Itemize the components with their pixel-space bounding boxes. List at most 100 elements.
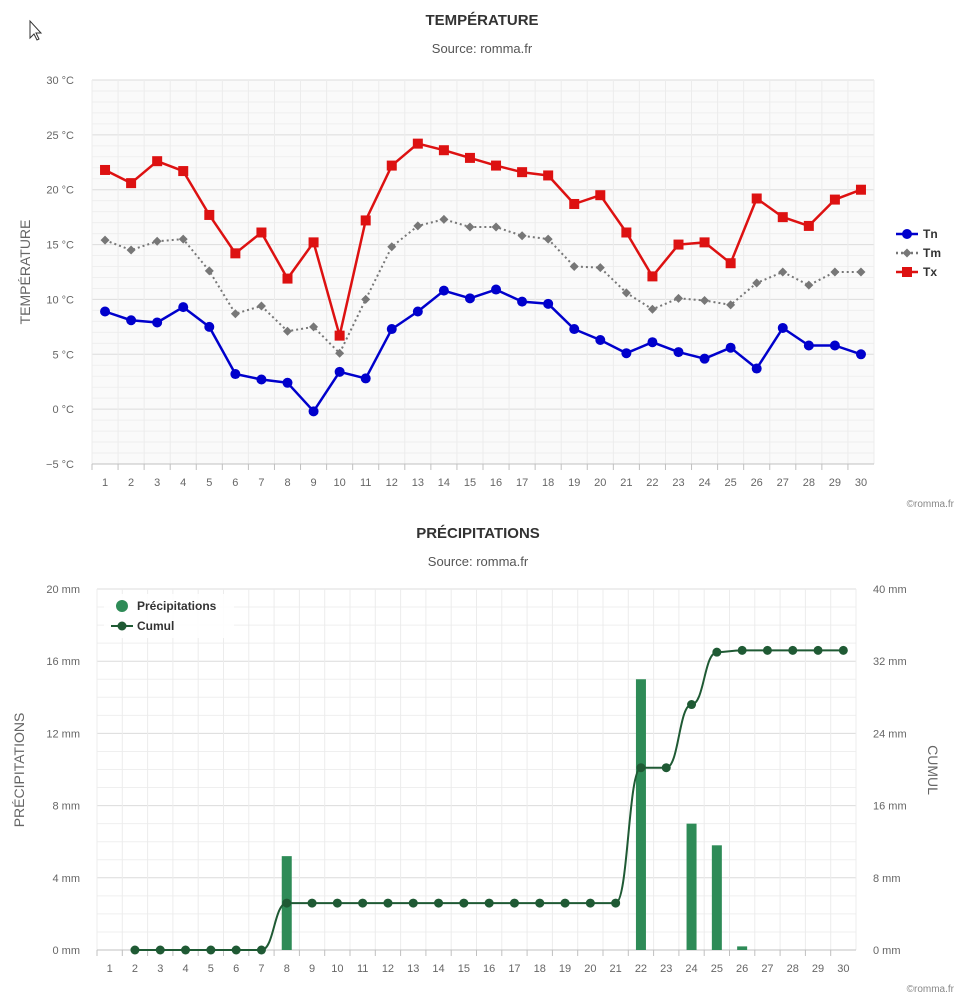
temperature-y-axis: −5 °C 0 °C 5 °C 10 °C 15 °C 20 °C 25 °C 30 °C xyxy=(46,75,74,471)
legend-marker-cumul xyxy=(117,621,127,631)
tm-point xyxy=(439,214,449,224)
temperature-x-tick-label: 19 xyxy=(568,477,580,489)
tm-point xyxy=(726,300,736,310)
temperature-x-tick-label: 17 xyxy=(516,477,528,489)
temperature-y-tick-label: 15 °C xyxy=(46,240,74,252)
cumul-point xyxy=(838,645,848,655)
temperature-x-axis: 1 2 3 4 5 6 7 8 9 10 11 12 13 14 15 16 17 18 19 20 21 22 23 24 2… xyxy=(91,464,867,489)
cumul-point xyxy=(560,898,570,908)
precipitation-x-axis: 1 2 3 4 5 6 7 8 9 10 11 12 13 14 15 16 17 18 19 20 21 22 23 24 2… xyxy=(96,950,849,975)
legend-item-tn[interactable]: Tn xyxy=(896,227,938,241)
temperature-x-tick-label: 10 xyxy=(334,477,346,489)
temperature-x-tick-label: 1 xyxy=(102,477,108,489)
legend-item-cumul[interactable]: Cumul xyxy=(111,619,174,633)
cumul-point xyxy=(712,647,722,657)
precipitation-x-tick-label: 8 xyxy=(284,963,290,975)
cumul-point xyxy=(687,700,697,710)
precipitation-x-tick-label: 22 xyxy=(635,963,647,975)
cumul-point xyxy=(585,898,595,908)
temperature-x-tick-label: 16 xyxy=(490,477,502,489)
tn-point xyxy=(126,315,137,326)
tx-point xyxy=(256,227,267,238)
precipitation-chart-title: PRÉCIPITATIONS xyxy=(416,525,540,542)
temperature-x-tick-label: 7 xyxy=(258,477,264,489)
tn-point xyxy=(803,340,814,351)
tx-point xyxy=(491,160,502,171)
tn-point xyxy=(751,363,762,374)
temperature-legend[interactable]: Tn Tm Tx xyxy=(896,227,941,279)
cumul-point xyxy=(636,763,646,773)
precipitation-chart-credit[interactable]: ©romma.fr xyxy=(907,984,955,995)
tn-point xyxy=(360,373,371,384)
tn-point xyxy=(464,293,475,304)
precipitation-legend[interactable]: Précipitations Cumul xyxy=(104,594,234,638)
precipitation-y-tick-label: 16 mm xyxy=(46,656,80,668)
cumul-y-tick-label: 24 mm xyxy=(873,728,907,740)
temperature-chart-title: TEMPÉRATURE xyxy=(425,12,538,29)
tm-point xyxy=(126,245,136,255)
tn-point xyxy=(829,340,840,351)
tx-point xyxy=(829,194,840,205)
precipitation-y-axis-left: 0 mm 4 mm 8 mm 12 mm 16 mm 20 mm xyxy=(46,584,80,957)
precipitation-x-tick-label: 6 xyxy=(233,963,239,975)
precipitation-x-tick-label: 16 xyxy=(483,963,495,975)
series-tn-line xyxy=(104,288,862,413)
precipitation-x-tick-label: 2 xyxy=(132,963,138,975)
series-tx-line xyxy=(104,142,862,337)
temperature-chart-credit[interactable]: ©romma.fr xyxy=(907,499,955,510)
cumul-point xyxy=(408,898,418,908)
tx-point xyxy=(464,152,475,163)
legend-marker-tx xyxy=(902,267,912,277)
temperature-x-tick-label: 26 xyxy=(751,477,763,489)
tx-point xyxy=(126,178,137,189)
tm-point xyxy=(804,280,814,290)
temperature-x-tick-label: 9 xyxy=(311,477,317,489)
tx-point xyxy=(178,166,189,177)
temperature-x-tick-label: 3 xyxy=(154,477,160,489)
tn-point xyxy=(204,321,215,332)
temperature-x-tick-label: 14 xyxy=(438,477,450,489)
temperature-x-tick-label: 23 xyxy=(672,477,684,489)
precipitation-x-tick-label: 4 xyxy=(182,963,188,975)
cumul-point xyxy=(332,898,342,908)
precipitation-x-tick-label: 3 xyxy=(157,963,163,975)
temperature-series xyxy=(100,138,866,417)
precipitation-chart: PRÉCIPITATIONS Source: romma.fr 0 mm 4 mm… xyxy=(11,525,955,995)
tm-point xyxy=(256,301,266,311)
precipitation-x-tick-label: 13 xyxy=(407,963,419,975)
temperature-x-tick-label: 2 xyxy=(128,477,134,489)
tm-point xyxy=(491,222,501,232)
legend-marker-tm xyxy=(902,248,912,258)
tx-point xyxy=(751,193,762,204)
tx-point xyxy=(204,209,215,220)
tx-point xyxy=(595,190,606,201)
cumul-point xyxy=(813,645,823,655)
temperature-x-tick-label: 20 xyxy=(594,477,606,489)
tm-point xyxy=(778,267,788,277)
temperature-x-tick-label: 5 xyxy=(206,477,212,489)
temperature-x-tick-label: 24 xyxy=(698,477,710,489)
precipitation-x-tick-label: 23 xyxy=(660,963,672,975)
temperature-x-tick-label: 25 xyxy=(725,477,737,489)
tn-point xyxy=(725,342,736,353)
legend-item-tx[interactable]: Tx xyxy=(896,265,937,279)
cumul-y-tick-label: 40 mm xyxy=(873,584,907,596)
legend-item-precipitations[interactable]: Précipitations xyxy=(116,599,217,613)
legend-item-tm[interactable]: Tm xyxy=(896,246,941,260)
tx-point xyxy=(855,184,866,195)
tx-point xyxy=(647,271,658,282)
precipitation-y-axis-right: 0 mm 8 mm 16 mm 24 mm 32 mm 40 mm xyxy=(873,584,907,957)
temperature-x-tick-label: 6 xyxy=(232,477,238,489)
tm-point xyxy=(465,222,475,232)
precipitation-x-tick-label: 17 xyxy=(508,963,520,975)
precipitation-x-tick-label: 10 xyxy=(331,963,343,975)
legend-marker-tn xyxy=(902,229,912,239)
precipitation-x-tick-label: 1 xyxy=(107,963,113,975)
tx-point xyxy=(152,156,163,167)
cumul-y-axis-title: CUMUL xyxy=(925,745,941,795)
tm-point xyxy=(569,262,579,272)
tm-point xyxy=(309,322,319,332)
precipitation-x-tick-label: 11 xyxy=(357,963,368,975)
tx-point xyxy=(699,237,710,248)
